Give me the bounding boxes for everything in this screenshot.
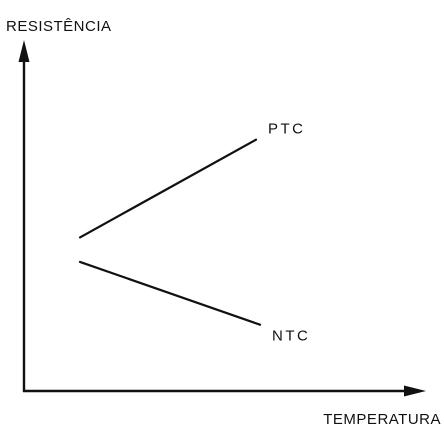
x-axis-title: TEMPERATURA — [323, 411, 441, 428]
series-group: PTC NTC — [78, 121, 310, 345]
ptc-series-line — [78, 138, 258, 239]
x-axis-arrowhead — [404, 385, 426, 397]
ntc-series-label: NTC — [272, 328, 310, 345]
y-axis-arrowhead — [18, 40, 30, 62]
ntc-series-line — [78, 260, 262, 326]
axes — [18, 40, 426, 397]
ptc-series-label: PTC — [268, 121, 306, 138]
y-axis-title: RESISTÊNCIA — [6, 18, 112, 35]
